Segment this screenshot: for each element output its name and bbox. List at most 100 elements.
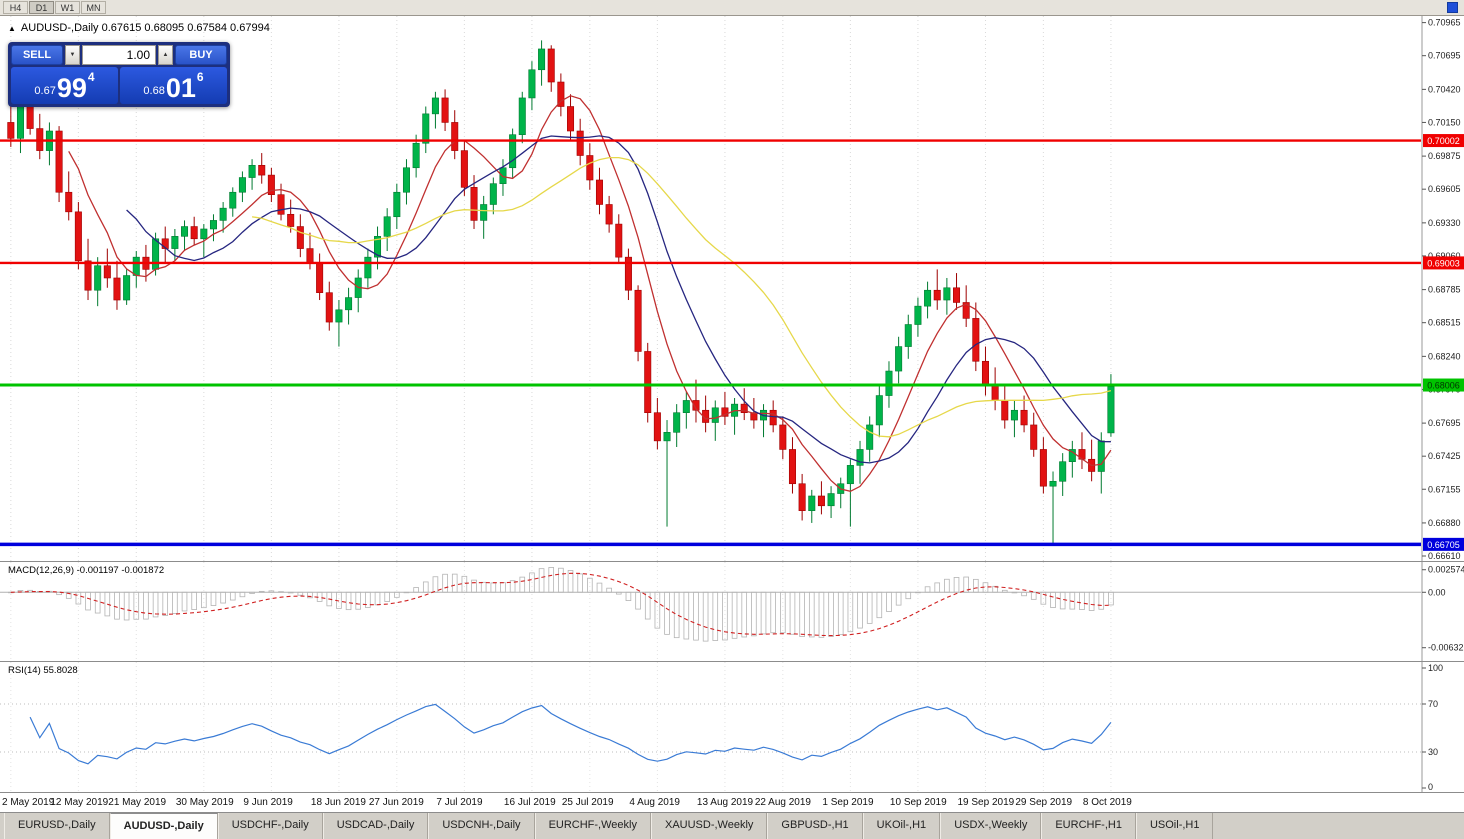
- sell-price-big: 99: [56, 73, 87, 103]
- date-axis-label: 22 Aug 2019: [754, 797, 811, 808]
- buy-button[interactable]: BUY: [175, 45, 227, 65]
- date-axis-label: 16 Jul 2019: [503, 797, 556, 808]
- svg-text:0.69605: 0.69605: [1428, 184, 1461, 194]
- horizontal-level-lines[interactable]: 0.70002 0.69003 0.68006 0.66705: [0, 134, 1464, 551]
- svg-text:0: 0: [1428, 782, 1433, 792]
- svg-text:0.69330: 0.69330: [1428, 218, 1461, 228]
- svg-text:100: 100: [1428, 663, 1443, 673]
- chart-tab-usoil-h1[interactable]: USOil-,H1: [1135, 813, 1214, 839]
- time-axis: 2 May 2019 12 May 2019 21 May 2019 30 May 2…: [0, 793, 1464, 813]
- date-axis-label: 27 Jun 2019: [368, 797, 424, 808]
- svg-text:0.66610: 0.66610: [1428, 551, 1461, 561]
- chart-tab-gbpusd-h1[interactable]: GBPUSD-,H1: [767, 813, 863, 839]
- svg-text:0.67155: 0.67155: [1428, 484, 1461, 494]
- volume-decrease-button[interactable]: ▼: [65, 45, 80, 65]
- collapse-trade-panel-icon[interactable]: ▲: [8, 24, 16, 33]
- volume-increase-button[interactable]: ▲: [158, 45, 173, 65]
- chart-tab-usdx-weekly[interactable]: USDX-,Weekly: [940, 813, 1042, 839]
- moving-average-line-13: [126, 135, 1111, 464]
- date-axis-label: 21 May 2019: [108, 797, 167, 808]
- svg-text:-0.006326: -0.006326: [1428, 643, 1464, 653]
- date-axis-label: 19 Sep 2019: [957, 797, 1015, 808]
- date-axis-label: 12 May 2019: [50, 797, 109, 808]
- svg-text:0.69060: 0.69060: [1428, 251, 1461, 261]
- buy-price-sup: 6: [196, 70, 204, 84]
- macd-chart[interactable]: 0.002574 0.00 -0.006326: [0, 562, 1464, 661]
- svg-text:0.00: 0.00: [1428, 587, 1446, 597]
- date-axis-label: 1 Sep 2019: [822, 797, 874, 808]
- chart-tab-usdcnh-daily[interactable]: USDCNH-,Daily: [428, 813, 535, 839]
- svg-text:0.69003: 0.69003: [1427, 258, 1460, 268]
- chart-title-text: AUDUSD-,Daily 0.67615 0.68095 0.67584 0.…: [20, 22, 270, 34]
- date-axis-label: 10 Sep 2019: [889, 797, 947, 808]
- rsi-label: RSI(14) 55.8028: [8, 665, 78, 676]
- timeframe-button-w1[interactable]: W1: [55, 1, 80, 14]
- chart-tab-usdchf-daily[interactable]: USDCHF-,Daily: [217, 813, 323, 839]
- date-axis-label: 30 May 2019: [175, 797, 234, 808]
- macd-panel[interactable]: 0.002574 0.00 -0.006326 MACD(12,26,9) -0.0…: [0, 562, 1464, 662]
- date-axis-label: 18 Jun 2019: [310, 797, 366, 808]
- svg-text:0.68515: 0.68515: [1428, 318, 1461, 328]
- timeframe-button-mn[interactable]: MN: [81, 1, 106, 14]
- chart-tab-usdcad-daily[interactable]: USDCAD-,Daily: [322, 813, 429, 839]
- grid-lines: [10, 16, 1112, 561]
- macd-histogram: [8, 567, 1114, 642]
- rsi-panel[interactable]: 100 70 30 0 RSI(14) 55.8028: [0, 662, 1464, 793]
- date-axis-label: 4 Aug 2019: [629, 797, 680, 808]
- date-axis-label: 7 Jul 2019: [436, 797, 483, 808]
- svg-text:0.68240: 0.68240: [1428, 351, 1461, 361]
- timeframe-buttons: H4 D1 W1 MN: [3, 1, 107, 14]
- buy-price-display[interactable]: 0.68 01 6: [120, 67, 227, 104]
- candlestick-series: [7, 40, 1115, 545]
- date-axis-label: 8 Oct 2019: [1082, 797, 1132, 808]
- sell-price-prefix: 0.67: [34, 85, 56, 97]
- main-chart-panel[interactable]: 0.70965 0.70695 0.70420 0.70150 0.69875 0.696…: [0, 16, 1464, 562]
- chart-tab-eurchf-weekly[interactable]: EURCHF-,Weekly: [534, 813, 651, 839]
- chart-tab-eurusd-daily[interactable]: EURUSD-,Daily: [4, 813, 110, 839]
- svg-text:0.70695: 0.70695: [1428, 51, 1461, 61]
- chart-tab-bar: EURUSD-,Daily AUDUSD-,Daily USDCHF-,Daily U…: [0, 813, 1464, 839]
- svg-text:0.66705: 0.66705: [1427, 540, 1460, 550]
- sell-price-display[interactable]: 0.67 99 4: [11, 67, 118, 104]
- chart-title: ▲ AUDUSD-,Daily 0.67615 0.68095 0.67584 0…: [8, 22, 270, 34]
- chart-tab-ukoil-h1[interactable]: UKOil-,H1: [862, 813, 941, 839]
- svg-text:0.66880: 0.66880: [1428, 518, 1461, 528]
- moving-average-line-7: [68, 95, 1112, 492]
- timeframe-button-h4[interactable]: H4: [3, 1, 28, 14]
- macd-axis: 0.002574 0.00 -0.006326: [1422, 565, 1464, 653]
- date-axis-label: 29 Sep 2019: [1015, 797, 1073, 808]
- chart-tab-eurchf-h1[interactable]: EURCHF-,H1: [1041, 813, 1136, 839]
- timeframe-toolbar: H4 D1 W1 MN: [0, 0, 1464, 16]
- volume-input[interactable]: [82, 45, 156, 65]
- svg-text:0.67695: 0.67695: [1428, 418, 1461, 428]
- date-axis-label: 9 Jun 2019: [243, 797, 293, 808]
- svg-text:0.70420: 0.70420: [1428, 84, 1461, 94]
- chart-tab-audusd-daily[interactable]: AUDUSD-,Daily: [109, 813, 218, 839]
- rsi-chart[interactable]: 100 70 30 0: [0, 662, 1464, 792]
- macd-label: MACD(12,26,9) -0.001197 -0.001872: [8, 565, 165, 576]
- sell-button[interactable]: SELL: [11, 45, 63, 65]
- svg-text:70: 70: [1428, 699, 1438, 709]
- window-accent-icon: [1447, 2, 1458, 13]
- price-axis: 0.70965 0.70695 0.70420 0.70150 0.69875 0.696…: [1422, 18, 1461, 561]
- svg-text:0.68006: 0.68006: [1427, 381, 1460, 391]
- macd-signal-line: [10, 572, 1111, 637]
- svg-text:0.70002: 0.70002: [1427, 136, 1460, 146]
- timeframe-button-d1[interactable]: D1: [29, 1, 54, 14]
- date-axis-label: 13 Aug 2019: [696, 797, 754, 808]
- buy-price-big: 01: [165, 73, 196, 103]
- rsi-line: [29, 703, 1112, 765]
- svg-text:0.70965: 0.70965: [1428, 18, 1461, 28]
- candlestick-chart[interactable]: 0.70965 0.70695 0.70420 0.70150 0.69875 0.696…: [0, 16, 1464, 561]
- rsi-axis: 100 70 30 0: [1422, 663, 1443, 792]
- svg-text:0.67425: 0.67425: [1428, 451, 1461, 461]
- chart-tab-xauusd-weekly[interactable]: XAUUSD-,Weekly: [650, 813, 768, 839]
- svg-text:0.68785: 0.68785: [1428, 285, 1461, 295]
- buy-price-prefix: 0.68: [143, 85, 165, 97]
- svg-text:0.69875: 0.69875: [1428, 151, 1461, 161]
- svg-text:0.70150: 0.70150: [1428, 117, 1461, 127]
- moving-average-line-26: [252, 156, 1112, 438]
- date-axis-label: 25 Jul 2019: [561, 797, 614, 808]
